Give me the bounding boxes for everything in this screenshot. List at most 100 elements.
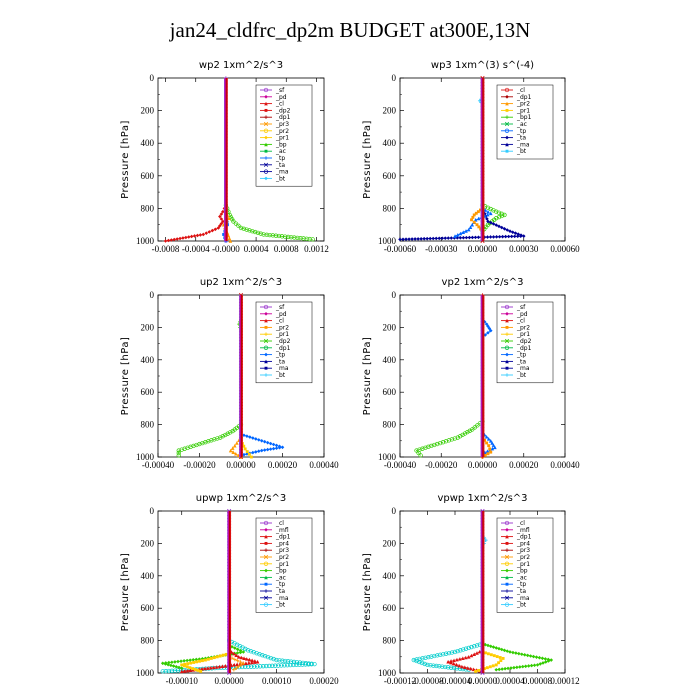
legend-marker [264,359,268,364]
data-point [247,228,252,233]
x-tick-label: 0.0008 [274,244,299,254]
data-point [538,662,543,666]
data-point [230,217,235,222]
data-point [431,663,436,668]
data-point [423,445,428,450]
data-point [261,664,266,669]
data-point [475,651,479,655]
legend-marker [263,304,269,310]
legend-entry: _ac [275,574,286,581]
legend-marker [264,325,268,329]
legend-entry: _ac [516,574,527,581]
data-point [466,655,471,659]
data-point [171,664,176,668]
data-point [232,667,236,672]
data-point [521,234,526,238]
data-point [193,668,197,671]
data-point [245,452,249,456]
data-point [209,438,214,443]
data-point [489,653,493,657]
data-point [522,653,527,657]
panel-6: vpwp 1xm^2/s^302004006008001000-0.00012-… [362,493,580,686]
data-point [468,225,473,229]
data-point [198,233,203,237]
data-point [484,651,487,655]
data-point [426,654,431,660]
data-point [401,237,405,242]
data-point [499,647,504,652]
data-point [526,664,531,668]
legend-entry: _pr1 [516,561,530,568]
legend-entry: _bt [516,372,527,379]
legend-entry: _bp1 [516,114,532,121]
data-point [204,231,209,235]
data-point [485,666,489,670]
legend-entry: _cl [516,520,525,527]
data-point [196,669,200,672]
data-point [235,662,239,667]
data-point [232,662,237,667]
legend-entry: _ma [275,365,289,372]
data-point [179,447,184,452]
data-point [458,648,463,653]
data-point [484,434,489,439]
data-point [540,656,545,661]
x-tick-label: 0.00020 [268,460,298,470]
data-point [488,447,492,451]
data-point [472,644,477,649]
data-point [221,219,225,224]
data-point [192,661,196,664]
legend-entry: _tp [516,352,526,359]
data-point [461,647,466,652]
legend-marker [263,128,269,133]
data-point [525,653,530,658]
legend-marker [505,115,509,119]
data-point [498,656,502,659]
data-point [502,212,507,218]
data-point [458,434,463,439]
data-point [228,239,233,243]
data-point [236,655,241,659]
panel-title: up2 1xm^2/s^3 [200,277,282,288]
data-point [506,666,510,671]
data-point [242,452,246,457]
data-point [258,664,263,669]
data-point [443,439,449,444]
data-point [218,435,223,440]
legend-entry: _ma [516,595,530,602]
data-point [455,435,460,440]
legend-marker [505,373,509,377]
legend-marker [263,338,269,344]
legend-entry: _pr3 [275,121,289,128]
data-point [263,654,268,659]
legend-entry: _pd [275,94,287,101]
data-point [518,234,523,238]
data-point [289,235,294,240]
x-tick-label: 0.00020 [309,676,339,686]
data-point [490,446,495,451]
legend-marker [504,345,510,350]
data-point [218,214,222,219]
x-tick-label: -0.00010 [166,676,199,686]
legend-marker [505,108,509,112]
data-point [248,649,254,654]
data-point [444,651,449,656]
data-point [215,436,220,441]
data-point [231,219,236,224]
data-point [543,657,548,661]
data-point [500,234,505,239]
data-point [206,666,210,670]
legend-marker [505,528,509,532]
legend-marker [505,95,509,99]
data-point [438,652,443,657]
y-tick-label: 800 [383,636,397,646]
data-point [463,646,469,651]
data-point [174,664,179,669]
data-point [465,430,470,435]
data-point [239,655,244,660]
data-point [291,659,297,665]
data-point [252,660,257,664]
series-2 [398,206,526,242]
data-point [163,239,168,243]
